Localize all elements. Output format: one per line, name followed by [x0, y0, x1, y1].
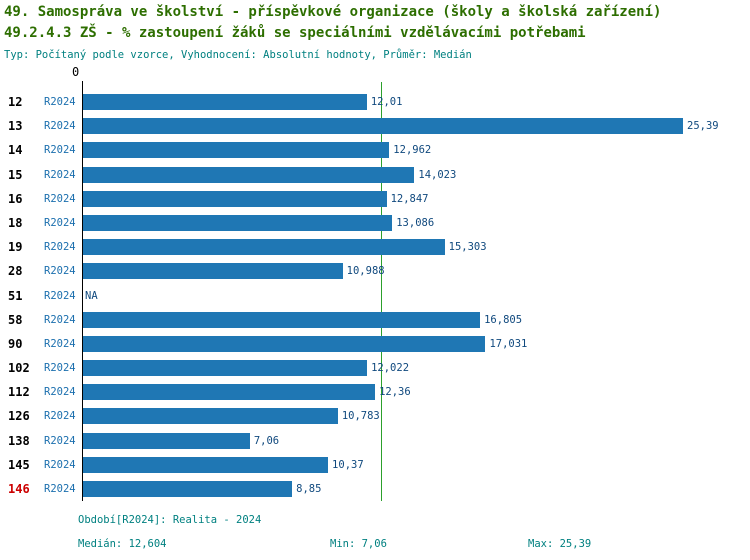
median-line: [380, 82, 382, 501]
footer-max: Max: 25,39: [528, 538, 592, 550]
y-axis-line: [82, 81, 83, 501]
footer-min: Min: 7,06: [330, 538, 387, 550]
bar: [83, 456, 329, 473]
bar: [83, 214, 393, 231]
table-row: 16 R2024 12,847: [0, 187, 750, 211]
bar: [83, 360, 368, 377]
report-subtitle: 49.2.4.3 ZŠ - % zastoupení žáků se speci…: [4, 25, 586, 41]
row-id: 90: [8, 336, 23, 351]
value-label: 10,783: [341, 410, 380, 423]
row-id: 18: [8, 215, 23, 230]
row-id: 16: [8, 191, 23, 206]
bar: [83, 481, 293, 497]
series-label: R2024: [44, 289, 76, 302]
table-row: 28 R2024 10,988: [0, 259, 750, 283]
value-label: 13,086: [396, 216, 435, 229]
series-label: R2024: [44, 313, 76, 326]
row-id: 102: [8, 361, 30, 376]
row-id: 15: [8, 167, 23, 182]
row-id: 13: [8, 119, 23, 134]
table-row: 138 R2024 7,06: [0, 429, 750, 453]
footer-period: Období[R2024]: Realita - 2024: [78, 514, 262, 526]
footer-median: Medián: 12,604: [78, 538, 167, 550]
table-row: 145 R2024 10,37: [0, 453, 750, 477]
row-id: 138: [8, 433, 30, 448]
series-label: R2024: [44, 434, 76, 447]
table-row: 58 R2024 16,805: [0, 308, 750, 332]
value-label: 17,031: [489, 337, 528, 350]
table-row: 146 R2024 8,85: [0, 477, 750, 501]
series-label: R2024: [44, 144, 76, 157]
series-label: R2024: [44, 410, 76, 423]
value-label: 10,37: [332, 458, 364, 471]
series-label: R2024: [44, 265, 76, 278]
table-row: 51 R2024 NA: [0, 284, 750, 308]
bar: [83, 166, 415, 183]
series-label: R2024: [44, 168, 76, 181]
table-row: 126 R2024 10,783: [0, 404, 750, 428]
bar: [83, 190, 387, 207]
bar: [83, 432, 250, 449]
bar: [83, 311, 481, 328]
series-label: R2024: [44, 192, 76, 205]
series-label: R2024: [44, 458, 76, 471]
series-label: R2024: [44, 241, 76, 254]
row-id: 12: [8, 95, 23, 109]
bar: [83, 263, 343, 280]
table-row: 102 R2024 12,022: [0, 356, 750, 380]
value-label: 25,39: [687, 120, 719, 133]
value-label: 15,303: [448, 241, 487, 254]
value-label: 12,962: [393, 144, 432, 157]
bar: [83, 94, 367, 110]
value-label: 7,06: [253, 434, 280, 447]
value-label: 8,85: [296, 483, 322, 495]
row-id: 146: [8, 482, 30, 496]
series-label: R2024: [44, 96, 76, 108]
report-title: 49. Samospráva ve školství - příspěvkové…: [4, 4, 662, 20]
series-label: R2024: [44, 337, 76, 350]
bar: [83, 118, 683, 135]
series-label: R2024: [44, 483, 76, 495]
value-label: 12,36: [379, 386, 411, 399]
bar: [83, 384, 376, 401]
value-label: 12,01: [370, 96, 403, 108]
value-label: NA: [85, 289, 98, 302]
axis-zero-label: 0: [72, 65, 80, 79]
row-id: 112: [8, 385, 30, 400]
series-label: R2024: [44, 216, 76, 229]
value-label: 12,022: [371, 362, 410, 375]
table-row: 15 R2024 14,023: [0, 163, 750, 187]
series-label: R2024: [44, 120, 76, 133]
value-label: 16,805: [484, 313, 523, 326]
table-row: 18 R2024 13,086: [0, 211, 750, 235]
bar: [83, 335, 486, 352]
bar: [83, 408, 338, 425]
report-meta: Typ: Počítaný podle vzorce, Vyhodnocení:…: [4, 49, 472, 61]
series-label: R2024: [44, 362, 76, 375]
row-id: 126: [8, 409, 30, 424]
bar: [83, 142, 390, 159]
table-row: 90 R2024 17,031: [0, 332, 750, 356]
row-id: 28: [8, 264, 23, 279]
value-label: 12,847: [390, 192, 429, 205]
bar: [83, 239, 445, 256]
table-row: 12 R2024 12,01: [0, 90, 750, 114]
row-id: 51: [8, 288, 23, 303]
series-label: R2024: [44, 386, 76, 399]
row-id: 145: [8, 457, 30, 472]
table-row: 112 R2024 12,36: [0, 380, 750, 404]
value-label: 10,988: [346, 265, 385, 278]
table-row: 19 R2024 15,303: [0, 235, 750, 259]
row-id: 19: [8, 240, 23, 255]
value-label: 14,023: [418, 168, 457, 181]
row-id: 58: [8, 312, 23, 327]
table-row: 13 R2024 25,39: [0, 114, 750, 138]
table-row: 14 R2024 12,962: [0, 138, 750, 162]
row-id: 14: [8, 143, 23, 158]
bar-chart-rows: 12 R2024 12,01 13 R2024 25,39 14 R2024 1…: [0, 90, 750, 501]
